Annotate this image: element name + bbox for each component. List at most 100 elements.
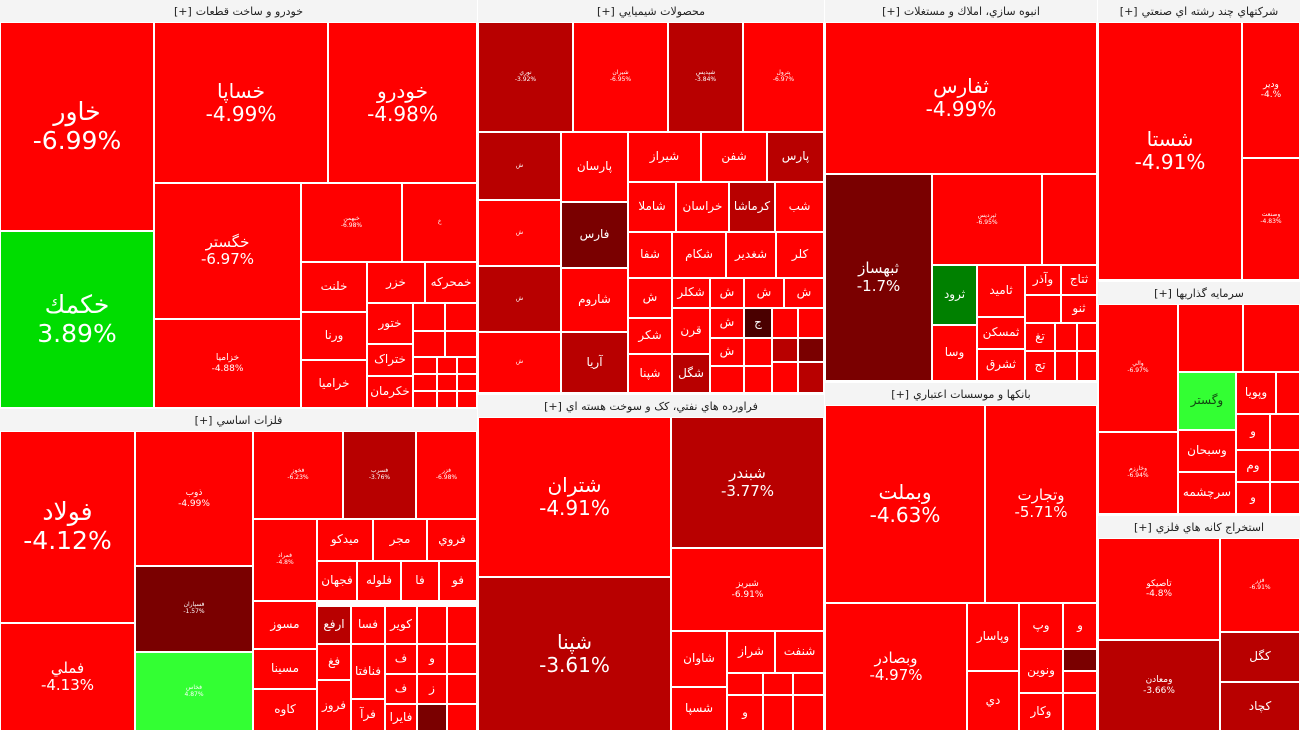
tile-vsabhan[interactable]: وسبحان: [1178, 430, 1236, 472]
tile-kaveh[interactable]: كاوه: [253, 689, 317, 731]
tile-vbmelat[interactable]: وبملت -4.63%: [825, 405, 985, 603]
tile-khmhreke[interactable]: خمحرکه: [425, 262, 477, 303]
tile-fa[interactable]: فا: [401, 561, 439, 601]
tile-small[interactable]: ش: [710, 278, 744, 308]
expand-toggle[interactable]: [+]: [1119, 4, 1138, 18]
tile-small[interactable]: [445, 303, 477, 331]
tile-shegol[interactable]: شگل: [672, 354, 710, 393]
tile-fmeta[interactable]: فمراد -4.8%: [253, 519, 317, 601]
tile-shatran[interactable]: شتران -4.91%: [478, 417, 671, 577]
tile-vpost[interactable]: وپ: [1019, 603, 1063, 649]
tile-small[interactable]: ش: [710, 338, 744, 366]
tile-small[interactable]: [447, 606, 477, 644]
tile-varena[interactable]: ورنا: [301, 312, 367, 360]
tile-small[interactable]: و: [1063, 603, 1097, 649]
tile-vpoya[interactable]: وپويا: [1236, 372, 1276, 414]
expand-toggle[interactable]: [+]: [173, 4, 192, 18]
tile-vosa[interactable]: وسا: [932, 325, 977, 381]
tile-small[interactable]: ف: [385, 644, 417, 674]
tile-shasta[interactable]: شستا -4.91%: [1098, 22, 1242, 280]
tile-kermasha[interactable]: كرماشا: [729, 182, 775, 232]
expand-toggle[interactable]: [+]: [194, 413, 213, 427]
group-mine-header[interactable]: استخراج کانه هاي فلزي [+]: [1098, 516, 1300, 539]
tile-aria[interactable]: آريا: [561, 332, 628, 393]
tile-dey[interactable]: دي: [967, 671, 1019, 731]
tile-sh[interactable]: ش: [628, 278, 672, 318]
tile-fkhas[interactable]: فخاس 4.87%: [135, 652, 253, 731]
tile-frooy[interactable]: فروي: [427, 519, 477, 561]
tile-vgostar[interactable]: وگستر: [1178, 372, 1236, 430]
tile-small[interactable]: [1270, 450, 1300, 482]
tile-kholent[interactable]: خلنت: [301, 262, 367, 312]
tile-small[interactable]: [445, 331, 477, 357]
tile-shbriz[interactable]: شبريز -6.91%: [671, 548, 824, 631]
tile-small[interactable]: [1178, 304, 1243, 372]
tile-khzamia[interactable]: خزامیا -4.88%: [154, 319, 301, 408]
group-multi-header[interactable]: شرکتهاي چند رشته اي صنعتي [+]: [1098, 0, 1300, 23]
tile-vom[interactable]: وم: [1236, 450, 1270, 482]
tile-fameli[interactable]: فملي -4.13%: [0, 623, 135, 731]
tile-small[interactable]: [744, 338, 772, 366]
tile-khazar[interactable]: خزر: [367, 262, 425, 303]
tile-kchad[interactable]: كچاد: [1220, 682, 1300, 731]
tile-fjahan[interactable]: فجهان: [317, 561, 357, 601]
tile-thtg[interactable]: تغ: [1025, 323, 1055, 351]
tile-small[interactable]: [727, 673, 763, 695]
tile-shkor[interactable]: شكلر: [672, 278, 710, 308]
tile-small[interactable]: ش: [478, 200, 561, 266]
tile-vo[interactable]: و: [1236, 414, 1270, 450]
tile-small[interactable]: [413, 303, 445, 331]
expand-toggle[interactable]: [+]: [597, 4, 615, 18]
tile-shonaft[interactable]: شنفت: [775, 631, 824, 673]
tile-small[interactable]: [413, 374, 437, 391]
tile-fsa[interactable]: فسا: [351, 606, 385, 644]
tile-shavan[interactable]: شاوان: [671, 631, 727, 687]
tile-small[interactable]: [413, 391, 437, 408]
group-build-header[interactable]: انبوه سازي، املاك و مستغلات [+]: [825, 0, 1097, 23]
tile-j[interactable]: ج: [744, 308, 772, 338]
tile-shghadir[interactable]: شغدير: [726, 232, 776, 278]
tile-small[interactable]: [457, 357, 477, 374]
group-oil-header[interactable]: فراورده هاي نفتي، کک و سوخت هسته اي [+]: [478, 395, 824, 418]
tile-shkar[interactable]: شكر: [628, 318, 672, 354]
tile-vinv[interactable]: وخارزم -6.94%: [1098, 432, 1178, 514]
expand-toggle[interactable]: [+]: [891, 387, 910, 401]
tile-sharoum[interactable]: شاروم: [561, 268, 628, 332]
tile-small[interactable]: [763, 695, 793, 731]
tile-small[interactable]: [772, 338, 798, 362]
tile-shebandr[interactable]: شپديس -3.84%: [668, 22, 743, 132]
tile-vtejarat[interactable]: وتجارت -5.71%: [985, 405, 1097, 603]
tile-small[interactable]: [744, 366, 772, 393]
tile-masooz[interactable]: مسوز: [253, 601, 317, 649]
tile-small[interactable]: ش: [784, 278, 824, 308]
tile-small[interactable]: [413, 331, 445, 357]
expand-toggle[interactable]: [+]: [882, 4, 900, 18]
tile-small[interactable]: [798, 362, 824, 393]
tile-small[interactable]: [437, 374, 457, 391]
tile-shsapa[interactable]: شسپا: [671, 687, 727, 731]
tile-khgostar[interactable]: خگستر -6.97%: [154, 183, 301, 319]
tile-fasparan[interactable]: فسپاران -1.57%: [135, 566, 253, 652]
tile-qaran[interactable]: قرن: [672, 308, 710, 354]
tile-vkar[interactable]: وكار: [1019, 693, 1063, 731]
tile-small[interactable]: [1025, 295, 1061, 323]
tile-khavar[interactable]: خاور -6.99%: [0, 22, 154, 231]
expand-toggle[interactable]: [+]: [1154, 286, 1172, 300]
tile-khtiny[interactable]: خ: [402, 183, 477, 262]
tile-fazar[interactable]: فزر -6.91%: [1220, 538, 1300, 632]
tile-midco[interactable]: ميدكو: [317, 519, 373, 561]
tile-small[interactable]: [793, 695, 824, 731]
tile-khtoor[interactable]: ختور: [367, 303, 413, 344]
tile-thazar[interactable]: وآذر: [1025, 265, 1061, 295]
tile-vali[interactable]: والي -6.97%: [1098, 304, 1178, 432]
tile-tapiko[interactable]: تاصيكو -4.8%: [1098, 538, 1220, 640]
tile-shiraz[interactable]: شيراز: [628, 132, 701, 182]
tile-vsanat[interactable]: وصنعت -4.83%: [1242, 158, 1300, 280]
tile-small[interactable]: [1077, 351, 1097, 381]
tile-small[interactable]: [417, 606, 447, 644]
expand-toggle[interactable]: [+]: [1133, 520, 1152, 534]
tile-small[interactable]: [1276, 372, 1300, 414]
tile-o[interactable]: و: [727, 695, 763, 731]
tile-khkerman[interactable]: خكرمان: [367, 376, 413, 408]
tile-thamid[interactable]: ثامید: [977, 265, 1025, 317]
